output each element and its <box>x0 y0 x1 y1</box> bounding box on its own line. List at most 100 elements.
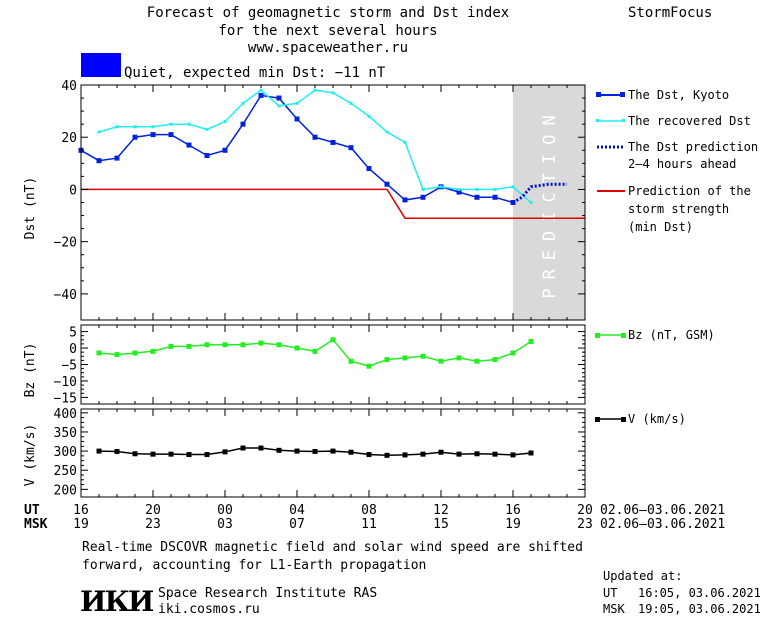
dst-series-point-1 <box>115 125 119 129</box>
dst-series-point-0 <box>456 189 462 195</box>
ut-tick-label: 00 <box>217 503 233 518</box>
dst-series-point-1 <box>313 88 317 92</box>
dst-series-point-0 <box>420 194 426 200</box>
dst-series-line-3 <box>81 188 585 219</box>
bz-series-point-0 <box>114 352 120 358</box>
legend-dst-recovered-label: The recovered Dst <box>628 114 751 128</box>
dst-ytick-label: −20 <box>54 236 77 251</box>
legend-dst-recovered: The recovered Dst <box>596 114 751 128</box>
bz-series-point-0 <box>186 343 192 349</box>
legend-dst-kyoto: The Dst, Kyoto <box>596 88 729 102</box>
dst-series-point-0 <box>258 92 264 98</box>
dst-series-point-1 <box>421 187 425 191</box>
date-range-msk: 02.06–03.06.2021 <box>600 517 725 532</box>
v-series-point-0 <box>438 449 444 455</box>
status-swatch <box>81 53 121 77</box>
institute-site: iki.cosmos.ru <box>158 602 260 617</box>
bz-series-point-0 <box>96 350 102 356</box>
dst-series-point-0 <box>402 197 408 203</box>
ut-tick-label: 12 <box>433 503 449 518</box>
bz-series-point-0 <box>420 353 426 359</box>
dst-series-point-0 <box>492 194 498 200</box>
bz-series-point-0 <box>168 343 174 349</box>
updated-ut-value: 16:05, 03.06.2021 <box>638 586 760 600</box>
v-series-point-0 <box>384 452 390 458</box>
msk-axis-label: MSK <box>24 517 48 532</box>
dst-series-line-1 <box>98 89 532 204</box>
v-series-point-0 <box>474 451 480 457</box>
dst-series-point-0 <box>348 145 354 151</box>
dst-series-point-1 <box>457 187 461 191</box>
dst-series-point-0 <box>294 116 300 122</box>
prediction-label: PREDICTION <box>540 106 560 298</box>
bz-series-point-0 <box>402 355 408 361</box>
ut-tick-label: 20 <box>145 503 161 518</box>
v-series-point-0 <box>150 451 156 457</box>
ut-tick-label: 04 <box>289 503 305 518</box>
legend-dst-kyoto-label: The Dst, Kyoto <box>628 88 729 102</box>
legend-storm-strength: Prediction of the storm strength (min Ds… <box>597 184 751 234</box>
v-series-point-0 <box>132 451 138 457</box>
bz-y-ticks: 50 −5−10−15 <box>54 325 586 406</box>
dst-series-point-1 <box>169 122 173 126</box>
dst-series-point-1 <box>403 140 407 144</box>
dst-series-point-1 <box>349 101 353 105</box>
dst-series-point-0 <box>96 158 102 164</box>
bz-ytick-label: −10 <box>54 375 77 390</box>
v-series-point-0 <box>204 452 210 458</box>
updated-msk-value: 19:05, 03.06.2021 <box>638 602 760 616</box>
dst-series-point-1 <box>205 127 209 131</box>
bz-series-point-0 <box>240 342 246 348</box>
dst-series-point-0 <box>222 147 228 153</box>
msk-tick-label: 23 <box>577 517 593 532</box>
v-series-point-0 <box>528 450 534 456</box>
legend-storm-label-1: Prediction of the <box>628 184 751 198</box>
ut-axis-label: UT <box>24 503 40 518</box>
dst-series-point-1 <box>331 91 335 95</box>
dst-frame <box>80 84 586 321</box>
bz-series-point-0 <box>438 358 444 364</box>
iki-logo: ИКИ <box>80 585 154 618</box>
dst-series-point-1 <box>133 125 137 129</box>
bz-ytick-label: −5 <box>61 359 77 374</box>
time-tick-labels: 16 20 00 04 08 12 16 20 19 23 03 07 11 15 19 23 <box>73 503 593 532</box>
v-ytick-label: 400 <box>54 407 77 422</box>
updated-msk-label: MSK <box>603 602 625 616</box>
dst-series-point-0 <box>276 95 282 101</box>
legend-storm-label-3: (min Dst) <box>628 220 693 234</box>
institute-name: Space Research Institute RAS <box>158 586 377 601</box>
legend-bz-label: Bz (nT, GSM) <box>628 328 715 342</box>
v-series-point-0 <box>366 452 372 458</box>
updated-ut-label: UT <box>603 586 617 600</box>
legend-storm-label-2: storm strength <box>628 202 729 216</box>
bz-series-point-0 <box>150 348 156 354</box>
msk-tick-label: 11 <box>361 517 377 532</box>
dst-series-point-0 <box>132 134 138 140</box>
dst-series-point-1 <box>385 130 389 134</box>
dst-series-point-0 <box>384 181 390 187</box>
dst-series-point-1 <box>259 88 263 92</box>
updated-label: Updated at: <box>603 569 682 583</box>
v-ytick-label: 350 <box>54 426 77 441</box>
dst-series-point-0 <box>330 139 336 145</box>
legend: The Dst, Kyoto The recovered Dst The Dst… <box>595 88 758 426</box>
bz-series-point-0 <box>528 338 534 344</box>
v-series-point-0 <box>510 452 516 458</box>
status-text: Quiet, expected min Dst: −11 nT <box>124 65 386 81</box>
bz-ytick-label: 5 <box>69 326 77 341</box>
bz-frame <box>80 324 586 405</box>
dst-ytick-label: 40 <box>61 79 77 94</box>
dst-series-point-1 <box>493 187 497 191</box>
msk-tick-label: 03 <box>217 517 233 532</box>
msk-tick-label: 23 <box>145 517 161 532</box>
v-series-point-0 <box>276 447 282 453</box>
dst-series-line-2 <box>512 182 567 204</box>
v-y-ticks: 400 350 300 250 200 <box>54 407 586 498</box>
dst-series-point-1 <box>187 122 191 126</box>
legend-dst-prediction: The Dst prediction 2–4 hours ahead <box>597 140 758 171</box>
v-series-point-0 <box>96 448 102 454</box>
dst-series-point-0 <box>114 155 120 161</box>
bz-series-point-0 <box>348 358 354 364</box>
v-series-point-0 <box>222 449 228 455</box>
bz-ytick-label: 0 <box>69 342 77 357</box>
